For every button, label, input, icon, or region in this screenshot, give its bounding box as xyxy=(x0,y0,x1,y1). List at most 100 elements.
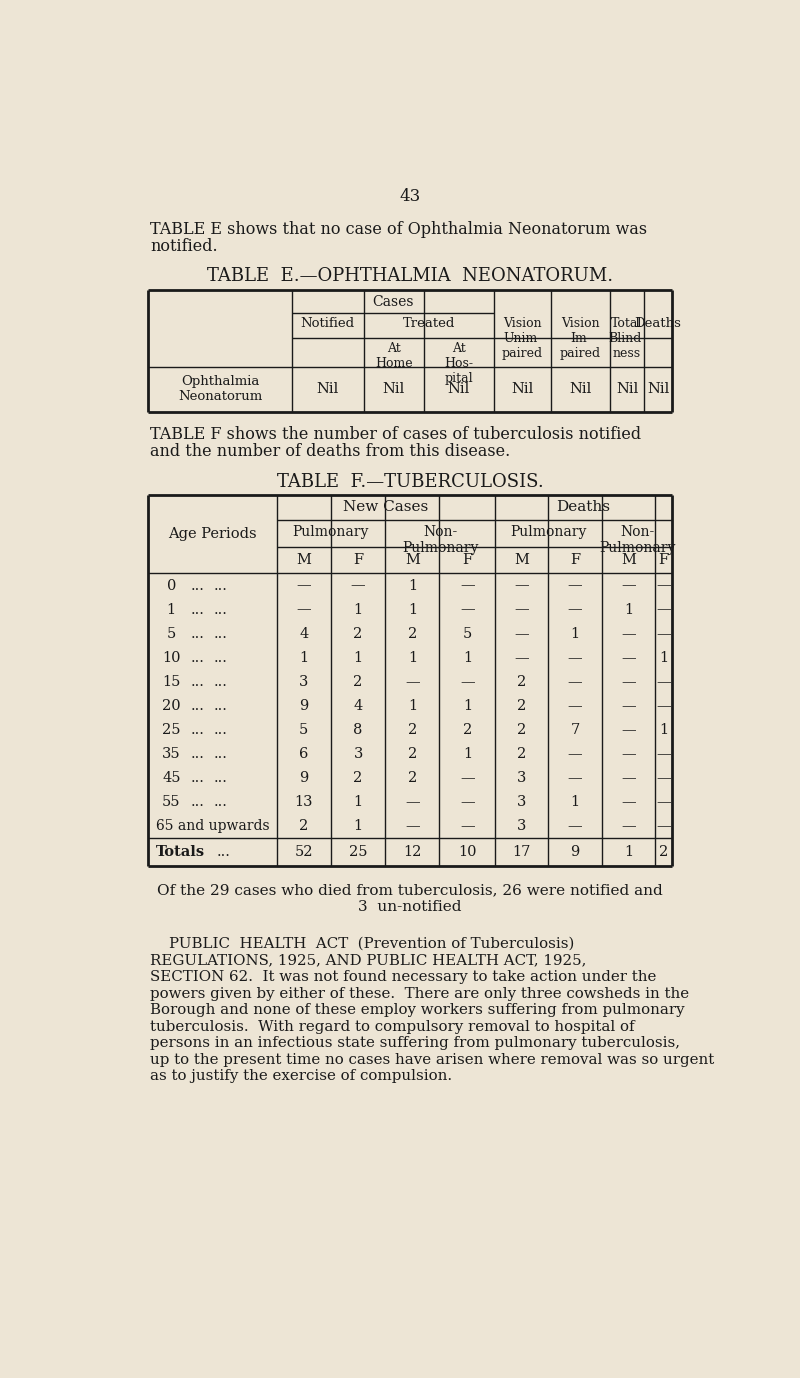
Text: TABLE  E.—OPHTHALMIA  NEONATORUM.: TABLE E.—OPHTHALMIA NEONATORUM. xyxy=(207,267,613,285)
Text: ...: ... xyxy=(190,627,205,641)
Text: F: F xyxy=(462,553,473,566)
Text: ...: ... xyxy=(214,627,228,641)
Text: 2: 2 xyxy=(408,723,417,737)
Text: Age Periods: Age Periods xyxy=(168,528,257,542)
Text: 52: 52 xyxy=(294,845,313,860)
Text: M: M xyxy=(514,553,529,566)
Text: F: F xyxy=(570,553,580,566)
Text: ...: ... xyxy=(214,699,228,712)
Text: —: — xyxy=(568,699,582,712)
Text: Vision
Im-
paired: Vision Im- paired xyxy=(560,317,601,360)
Text: 3: 3 xyxy=(299,675,309,689)
Text: Pulmonary: Pulmonary xyxy=(293,525,369,539)
Text: 9: 9 xyxy=(299,772,309,785)
Text: Of the 29 cases who died from tuberculosis, 26 were notified and: Of the 29 cases who died from tuberculos… xyxy=(157,883,663,897)
Text: Treated: Treated xyxy=(402,317,454,331)
Text: M: M xyxy=(621,553,636,566)
Text: —: — xyxy=(297,602,311,616)
Text: 10: 10 xyxy=(162,650,181,664)
Text: 2: 2 xyxy=(354,772,362,785)
Text: ...: ... xyxy=(190,579,205,593)
Text: 3: 3 xyxy=(517,795,526,809)
Text: —: — xyxy=(405,820,420,834)
Text: and the number of deaths from this disease.: and the number of deaths from this disea… xyxy=(150,442,510,459)
Text: ...: ... xyxy=(190,795,205,809)
Text: —: — xyxy=(622,772,636,785)
Text: —: — xyxy=(622,627,636,641)
Text: Nil: Nil xyxy=(616,383,638,397)
Text: SECTION 62.  It was not found necessary to take action under the: SECTION 62. It was not found necessary t… xyxy=(150,970,657,984)
Text: —: — xyxy=(460,602,474,616)
Text: —: — xyxy=(622,699,636,712)
Text: 5: 5 xyxy=(299,723,309,737)
Text: —: — xyxy=(622,675,636,689)
Text: 1: 1 xyxy=(166,602,176,616)
Text: 2: 2 xyxy=(354,675,362,689)
Text: —: — xyxy=(514,650,529,664)
Text: ...: ... xyxy=(190,602,205,616)
Text: 2: 2 xyxy=(517,747,526,761)
Text: —: — xyxy=(656,602,670,616)
Text: At
Home: At Home xyxy=(375,342,413,369)
Text: REGULATIONS, 1925, AND PUBLIC HEALTH ACT, 1925,: REGULATIONS, 1925, AND PUBLIC HEALTH ACT… xyxy=(150,954,586,967)
Text: 2: 2 xyxy=(462,723,472,737)
Text: Non-
Pulmonary: Non- Pulmonary xyxy=(599,525,675,555)
Text: —: — xyxy=(350,579,366,593)
Text: 13: 13 xyxy=(294,795,313,809)
Text: —: — xyxy=(568,579,582,593)
Text: Non-
Pulmonary: Non- Pulmonary xyxy=(402,525,478,555)
Text: —: — xyxy=(568,675,582,689)
Text: 20: 20 xyxy=(162,699,181,712)
Text: 1: 1 xyxy=(354,602,362,616)
Text: up to the present time no cases have arisen where removal was so urgent: up to the present time no cases have ari… xyxy=(150,1053,714,1067)
Text: ...: ... xyxy=(216,845,230,860)
Text: 1: 1 xyxy=(354,795,362,809)
Text: Nil: Nil xyxy=(511,383,534,397)
Text: —: — xyxy=(622,650,636,664)
Text: 2: 2 xyxy=(354,627,362,641)
Text: Pulmonary: Pulmonary xyxy=(510,525,587,539)
Text: Ophthalmia
Neonatorum: Ophthalmia Neonatorum xyxy=(178,375,262,404)
Text: 2: 2 xyxy=(659,845,668,860)
Text: —: — xyxy=(297,579,311,593)
Text: 25: 25 xyxy=(349,845,367,860)
Text: Deaths: Deaths xyxy=(557,500,610,514)
Text: —: — xyxy=(656,699,670,712)
Text: 2: 2 xyxy=(517,699,526,712)
Text: tuberculosis.  With regard to compulsory removal to hospital of: tuberculosis. With regard to compulsory … xyxy=(150,1020,635,1034)
Text: 9: 9 xyxy=(570,845,580,860)
Text: 1: 1 xyxy=(408,650,417,664)
Text: —: — xyxy=(656,675,670,689)
Text: Nil: Nil xyxy=(448,383,470,397)
Text: —: — xyxy=(622,795,636,809)
Text: ...: ... xyxy=(190,650,205,664)
Text: 5: 5 xyxy=(166,627,176,641)
Text: 17: 17 xyxy=(513,845,530,860)
Text: 7: 7 xyxy=(570,723,580,737)
Text: PUBLIC  HEALTH  ACT  (Prevention of Tuberculosis): PUBLIC HEALTH ACT (Prevention of Tubercu… xyxy=(150,937,574,951)
Text: ...: ... xyxy=(190,723,205,737)
Text: —: — xyxy=(622,820,636,834)
Text: F: F xyxy=(658,553,669,566)
Text: 2: 2 xyxy=(299,820,309,834)
Text: Nil: Nil xyxy=(382,383,405,397)
Text: 1: 1 xyxy=(570,627,580,641)
Text: M: M xyxy=(405,553,420,566)
Text: —: — xyxy=(460,675,474,689)
Text: Deaths: Deaths xyxy=(634,317,682,331)
Text: 55: 55 xyxy=(162,795,181,809)
Text: —: — xyxy=(622,747,636,761)
Text: 2: 2 xyxy=(408,772,417,785)
Text: 1: 1 xyxy=(299,650,308,664)
Text: 1: 1 xyxy=(408,602,417,616)
Text: 15: 15 xyxy=(162,675,181,689)
Text: powers given by either of these.  There are only three cowsheds in the: powers given by either of these. There a… xyxy=(150,987,690,1000)
Text: ...: ... xyxy=(214,650,228,664)
Text: 1: 1 xyxy=(354,650,362,664)
Text: Borough and none of these employ workers suffering from pulmonary: Borough and none of these employ workers… xyxy=(150,1003,685,1017)
Text: —: — xyxy=(460,579,474,593)
Text: 1: 1 xyxy=(408,699,417,712)
Text: as to justify the exercise of compulsion.: as to justify the exercise of compulsion… xyxy=(150,1069,453,1083)
Text: —: — xyxy=(514,627,529,641)
Text: 0: 0 xyxy=(166,579,176,593)
